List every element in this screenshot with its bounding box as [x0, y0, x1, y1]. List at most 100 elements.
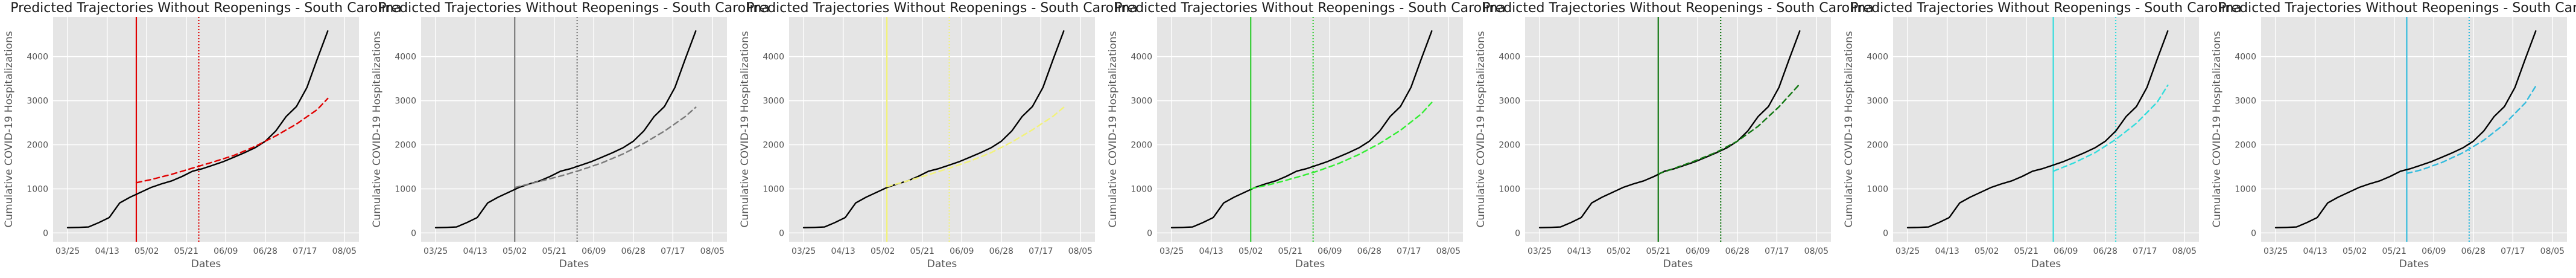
y-axis-label: Cumulative COVID-19 Hospitalizations — [1107, 31, 1119, 227]
y-tick-label: 4000 — [395, 53, 416, 62]
chart-title: Predicted Trajectories Without Reopening… — [746, 1, 1138, 16]
y-tick-label: 3000 — [27, 97, 48, 106]
x-tick-label: 03/25 — [1160, 247, 1184, 256]
x-tick-label: 03/25 — [1896, 247, 1920, 256]
series-line-prediction — [135, 97, 329, 184]
x-tick-label: 08/05 — [2172, 247, 2197, 256]
x-tick-label: 06/09 — [1686, 247, 1710, 256]
y-tick-label: 1000 — [2235, 184, 2256, 194]
x-tick-label: 03/25 — [2264, 247, 2288, 256]
x-tick-label: 05/21 — [2014, 247, 2038, 256]
y-tick-label: 3000 — [1867, 97, 1888, 106]
chart-panel-2: 0 1000 2000 3000 4000 03/25 04/13 05/02 05/21 06/… — [371, 1, 770, 270]
chart-title: Predicted Trajectories Without Reopening… — [1482, 1, 1874, 16]
y-tick-label: 1000 — [1131, 184, 1152, 194]
y-tick-label: 0 — [1147, 228, 1152, 238]
x-tick-label: 07/17 — [661, 247, 685, 256]
x-tick-label: 05/21 — [2382, 247, 2406, 256]
x-tick-label: 06/09 — [1318, 247, 1342, 256]
series-line-prediction — [2052, 84, 2169, 172]
y-tick-label: 2000 — [1499, 141, 1520, 150]
x-axis-label: Dates — [559, 258, 589, 270]
x-tick-label: 05/02 — [1239, 247, 1263, 256]
x-tick-label: 04/13 — [1935, 247, 1959, 256]
x-tick-label: 04/13 — [95, 247, 119, 256]
y-tick-label: 1000 — [27, 184, 48, 194]
y-axis-label: Cumulative COVID-19 Hospitalizations — [1475, 31, 1487, 227]
chart-title: Predicted Trajectories Without Reopening… — [1850, 1, 2242, 16]
x-axis-label: Dates — [191, 258, 221, 270]
x-axis-label: Dates — [2031, 258, 2061, 270]
y-tick-label: 2000 — [1867, 141, 1888, 150]
plot-area — [421, 17, 727, 242]
x-tick-label: 06/09 — [950, 247, 974, 256]
y-tick-label: 4000 — [2235, 53, 2256, 62]
plot-area — [789, 17, 1095, 242]
x-tick-label: 06/28 — [253, 247, 278, 256]
chart-title: Predicted Trajectories Without Reopening… — [10, 1, 402, 16]
x-tick-label: 05/21 — [1278, 247, 1302, 256]
x-axis-label: Dates — [1663, 258, 1693, 270]
y-tick-label: 3000 — [2235, 97, 2256, 106]
chart-panel-7: 0 1000 2000 3000 4000 03/25 04/13 05/02 05/21 06/… — [2211, 1, 2576, 270]
y-tick-label: 0 — [1883, 228, 1888, 238]
x-tick-label: 04/13 — [2303, 247, 2327, 256]
y-tick-label: 0 — [411, 228, 416, 238]
x-tick-label: 08/05 — [1804, 247, 1829, 256]
x-tick-label: 05/02 — [135, 247, 159, 256]
x-tick-label: 07/17 — [1029, 247, 1053, 256]
series-line-observed — [66, 30, 329, 228]
x-tick-label: 05/21 — [542, 247, 566, 256]
x-tick-label: 05/02 — [1607, 247, 1631, 256]
x-tick-label: 04/13 — [831, 247, 855, 256]
y-axis-label: Cumulative COVID-19 Hospitalizations — [371, 31, 383, 227]
x-tick-label: 08/05 — [1068, 247, 1093, 256]
y-tick-label: 3000 — [1131, 97, 1152, 106]
x-tick-label: 03/25 — [792, 247, 816, 256]
x-axis-label: Dates — [927, 258, 957, 270]
x-tick-label: 07/17 — [2133, 247, 2157, 256]
y-tick-label: 4000 — [1131, 53, 1152, 62]
x-tick-label: 06/09 — [214, 247, 238, 256]
x-tick-label: 08/05 — [700, 247, 725, 256]
x-tick-label: 04/13 — [1199, 247, 1223, 256]
y-tick-label: 2000 — [27, 141, 48, 150]
y-tick-label: 2000 — [395, 141, 416, 150]
x-tick-label: 05/21 — [1646, 247, 1670, 256]
plot-area — [53, 17, 359, 242]
y-tick-label: 3000 — [395, 97, 416, 106]
series-line-prediction — [886, 106, 1065, 187]
y-tick-label: 0 — [1515, 228, 1520, 238]
x-tick-label: 03/25 — [56, 247, 80, 256]
x-tick-label: 06/28 — [621, 247, 646, 256]
series-line-prediction — [2406, 85, 2537, 175]
y-axis-label: Cumulative COVID-19 Hospitalizations — [3, 31, 15, 227]
x-axis-label: Dates — [2399, 258, 2429, 270]
x-tick-label: 06/28 — [1725, 247, 1750, 256]
x-tick-label: 03/25 — [424, 247, 448, 256]
y-tick-label: 2000 — [1131, 141, 1152, 150]
x-tick-label: 06/09 — [582, 247, 606, 256]
x-tick-label: 05/02 — [1975, 247, 1999, 256]
chart-panel-6: 0 1000 2000 3000 4000 03/25 04/13 05/02 05/21 06/… — [1843, 1, 2242, 270]
y-tick-label: 4000 — [1867, 53, 1888, 62]
y-tick-label: 3000 — [1499, 97, 1520, 106]
series-line-prediction — [1657, 83, 1801, 175]
y-tick-label: 2000 — [763, 141, 784, 150]
y-tick-label: 1000 — [1867, 184, 1888, 194]
y-tick-label: 2000 — [2235, 141, 2256, 150]
y-tick-label: 0 — [43, 228, 48, 238]
chart-panel-4: 0 1000 2000 3000 4000 03/25 04/13 05/02 05/21 06/… — [1107, 1, 1506, 270]
y-tick-label: 4000 — [1499, 53, 1520, 62]
x-tick-label: 07/17 — [1397, 247, 1421, 256]
y-tick-label: 4000 — [763, 53, 784, 62]
x-tick-label: 07/17 — [2501, 247, 2525, 256]
plot-area — [1525, 17, 1831, 242]
y-tick-label: 0 — [2251, 228, 2256, 238]
x-tick-label: 07/17 — [293, 247, 317, 256]
plot-area — [2261, 17, 2567, 242]
y-tick-label: 3000 — [763, 97, 784, 106]
x-tick-label: 07/17 — [1765, 247, 1789, 256]
y-tick-label: 4000 — [27, 53, 48, 62]
